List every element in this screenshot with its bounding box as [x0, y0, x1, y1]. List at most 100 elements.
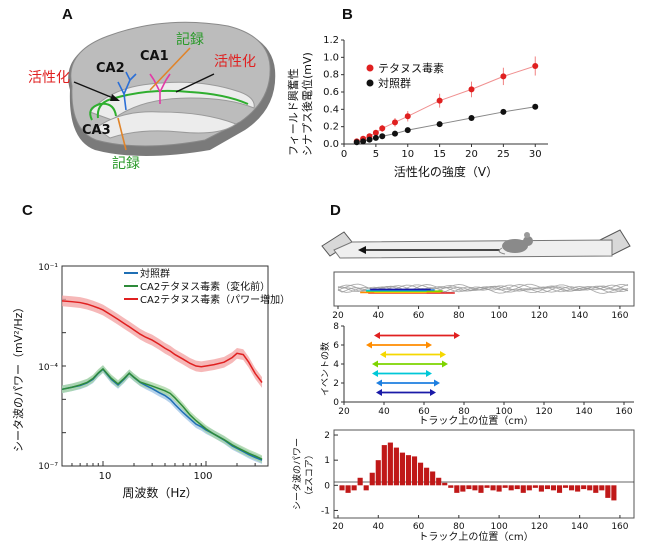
panel-b-chart: 0 5 10 15 20 25 30 0.0 0.2 0.4 0.6 0.8 1.0 1.2 フィールド興… — [286, 35, 548, 179]
theta-bar — [399, 452, 406, 486]
theta-xtick-label: 120 — [531, 522, 548, 532]
panel-c-xtick-100: 100 — [193, 471, 212, 482]
mouse-ear — [524, 232, 530, 238]
panel-b-series — [353, 56, 539, 146]
theta-bar — [430, 471, 436, 486]
events-ylabel: イベントの数 — [319, 342, 331, 396]
panel-c-ytick-top: 10⁻¹ — [38, 263, 58, 273]
panel-b-data-point — [532, 63, 539, 69]
events-xtick-label: 60 — [418, 407, 430, 417]
theta-bar — [611, 485, 617, 501]
event-arrow-head-left — [372, 360, 378, 368]
run-direction-arrowhead — [358, 246, 366, 254]
theta-bar — [562, 485, 569, 488]
events-xtick-label: 100 — [495, 407, 512, 417]
theta-xtick-label: 100 — [491, 522, 508, 532]
events-arrows — [366, 332, 460, 396]
panel-b-ytick-label: 0.8 — [323, 70, 339, 81]
event-arrow-head-right — [454, 332, 460, 339]
panel-b-data-point — [500, 108, 507, 115]
panel-c-error-band — [62, 295, 263, 388]
theta-bar — [538, 485, 544, 492]
panel-b-data-point — [360, 138, 367, 145]
theta-bar — [544, 485, 551, 490]
events-xtick-label: 20 — [338, 407, 350, 417]
record-electrode-bottom — [117, 117, 127, 151]
theta-bar — [605, 485, 611, 498]
event-arrow-head-right — [426, 370, 432, 377]
panel-label-c: C — [22, 202, 33, 219]
theta-bar — [381, 445, 387, 486]
theta-bar — [508, 485, 514, 491]
event-arrow-head-right — [430, 389, 436, 396]
trajectory-xticks: 20 40 60 80 100 120 140 160 — [332, 306, 629, 321]
panel-b-data-point — [468, 86, 475, 93]
events-xtick-label: 160 — [615, 407, 632, 417]
ca3-label: CA3 — [82, 123, 111, 138]
theta-bars — [339, 442, 617, 501]
theta-bar — [411, 456, 418, 486]
panel-b-xtick-label: 20 — [465, 149, 478, 160]
panel-c-xtick-10: 10 — [99, 471, 112, 482]
events-ytick-label: 2 — [333, 379, 339, 389]
panel-b-data-point — [392, 119, 398, 126]
panel-label-d: D — [330, 202, 341, 219]
theta-bar — [466, 485, 472, 490]
theta-bar — [581, 485, 587, 490]
theta-bar — [526, 485, 532, 491]
theta-bar — [448, 485, 454, 488]
panel-b-data-point — [353, 139, 360, 146]
activate-label-right: 活性化 — [214, 54, 256, 70]
panel-b-legend-red-dot — [366, 64, 374, 72]
stim-electrode-left-tip — [110, 94, 120, 101]
theta-bar — [345, 485, 351, 493]
panel-b-data-point — [372, 129, 379, 136]
events-xtick-label: 120 — [535, 407, 552, 417]
panel-b-ticks: 0 5 10 15 20 25 30 0.0 0.2 0.4 0.6 0.8 1.0 1.2 — [323, 35, 542, 160]
panel-b-legend-control: 対照群 — [378, 76, 411, 90]
events-xtick-label: 80 — [458, 407, 470, 417]
trajectory-xtick-label: 140 — [571, 311, 588, 321]
theta-bar — [520, 485, 526, 493]
theta-xtick-label: 80 — [453, 522, 465, 532]
theta-bar — [593, 485, 599, 493]
theta-bar — [387, 442, 393, 486]
theta-bar — [454, 485, 460, 493]
theta-bar — [436, 477, 442, 486]
theta-ytick-label: -1 — [321, 506, 330, 516]
stim-electrode-left — [73, 81, 119, 101]
panel-b-xtick-label: 0 — [341, 149, 347, 160]
trajectory-xtick-label: 80 — [453, 311, 465, 321]
panel-b-data-point — [379, 125, 386, 132]
theta-bar — [575, 485, 581, 492]
theta-bar — [417, 462, 424, 486]
trajectory-xtick-label: 40 — [373, 311, 385, 321]
theta-bar — [514, 485, 520, 490]
events-xlabel: トラック上の位置（cm） — [418, 414, 533, 427]
panel-c-series-line — [61, 367, 263, 460]
record-electrode-top — [149, 47, 191, 91]
theta-bar — [569, 485, 575, 491]
ca1-neuron — [149, 73, 171, 104]
panel-a-illustration: CA2 CA1 CA3 記録 活性化 活性化 記録 — [28, 21, 276, 172]
theta-bar — [339, 485, 345, 491]
panel-c-legend-increase: CA2テタヌス毒素（パワー増加） — [140, 293, 290, 306]
trajectory-trace — [337, 286, 629, 294]
panel-c-xlabel: 周波数（Hz） — [122, 485, 197, 500]
theta-bar — [357, 477, 363, 486]
theta-bar — [484, 485, 490, 488]
ca3-loop — [89, 102, 117, 121]
trajectory-frame — [333, 271, 635, 307]
panel-b-xtick-label: 25 — [497, 149, 510, 160]
theta-xtick-label: 160 — [611, 522, 628, 532]
theta-ytick-label: 1 — [324, 456, 330, 466]
events-ytick-label: 8 — [333, 322, 339, 332]
stim-electrode-right — [175, 73, 215, 93]
theta-bar — [393, 447, 399, 486]
events-ytick-label: 4 — [333, 360, 339, 370]
panel-b-ylabel-line1: フィールド興奮性 — [286, 68, 300, 156]
theta-bar — [556, 485, 563, 493]
panel-b-legend-tetanus: テタヌス毒素 — [378, 62, 444, 75]
panel-b-data-point — [366, 136, 373, 143]
